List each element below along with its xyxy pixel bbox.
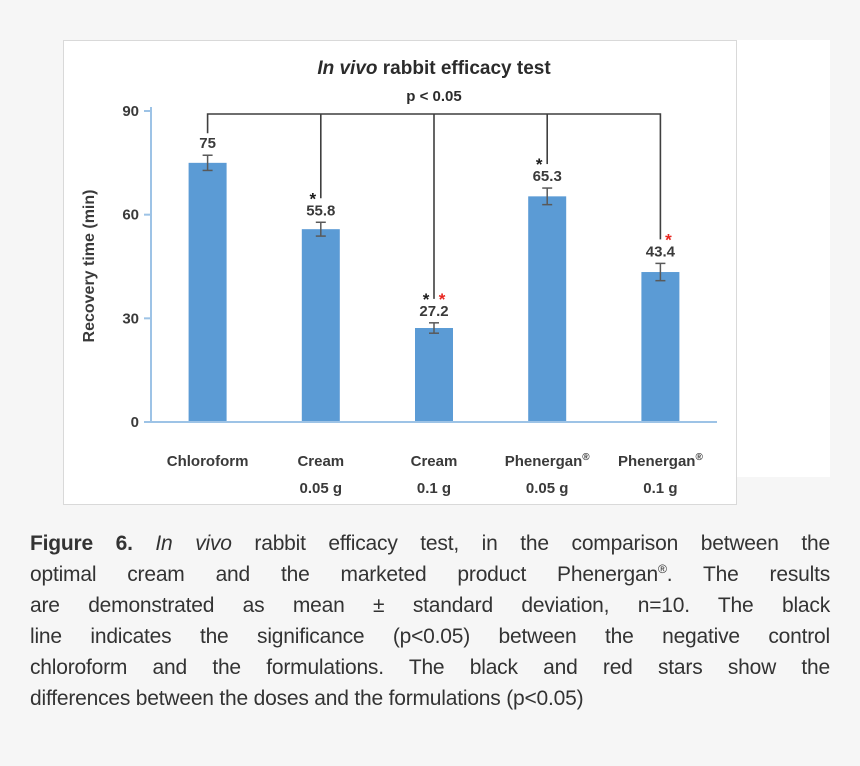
registered-mark: ® [658,562,667,576]
x-category-label: 0.05 g [526,480,569,497]
y-tick-label: 0 [131,414,139,431]
axes [144,107,717,423]
caption-line: are demonstrated as mean ± standard devi… [30,590,830,621]
bracket-p-value-label: p < 0.05 [406,88,461,105]
x-category-label: 0.1 g [417,480,451,497]
bar [188,162,227,422]
caption-text: rabbit efficacy test, in the comparison … [231,532,830,555]
caption-line: optimal cream and the marketed product P… [30,559,830,590]
x-category-label: Phenergan® [505,452,591,470]
efficacy-bar-chart-panel: In vivo rabbit efficacy test p < 0.05 Reco… [63,40,737,505]
x-category-label: Cream [297,453,344,470]
bar-value-label: 65.3 [533,168,562,185]
bar-value-label: 55.8 [306,202,335,219]
bar [641,272,680,422]
significance-star-black: * [536,155,543,174]
bar-value-label: 27.2 [419,303,448,320]
y-axis-title: Recovery time (min) [81,190,98,343]
bar-value-label: 43.4 [646,243,676,260]
bar [415,328,453,422]
caption-italic-phrase: In vivo [155,532,232,555]
x-category-label: Cream [411,453,458,470]
caption-text: chloroform and the formulations. The bla… [30,656,830,679]
caption-text: line indicates the significance (p<0.05)… [30,625,830,648]
y-tick-label: 30 [122,310,139,327]
bar-value-label: 75 [199,135,216,152]
significance-star-black: * [309,189,316,208]
x-category-label: 0.1 g [643,480,677,497]
caption-text: optimal cream and the marketed product P… [30,563,658,586]
significance-star-black: * [423,290,430,309]
y-tick-label: 90 [122,103,139,120]
caption-text: . The results [666,563,831,586]
significance-star-red: * [665,230,672,249]
significance-bracket [206,113,662,299]
caption-text: are demonstrated as mean ± standard devi… [30,594,830,617]
y-tick-label: 60 [122,207,139,224]
chart-title: In vivo rabbit efficacy test [317,58,551,79]
caption-text: differences between the doses and the fo… [30,687,584,710]
caption-line: Figure 6. In vivo rabbit efficacy test, … [30,528,830,559]
x-category-label: Chloroform [167,453,249,470]
bars-group [188,162,680,422]
figure-white-margin [736,40,830,477]
bar [301,229,340,422]
error-bars-group [202,154,666,334]
significance-star-red: * [439,290,446,309]
caption-figure-label: Figure 6. [30,532,156,555]
efficacy-bar-chart: In vivo rabbit efficacy test p < 0.05 Reco… [81,58,717,497]
figure-caption: Figure 6. In vivo rabbit efficacy test, … [30,528,830,714]
x-category-label: 0.05 g [300,480,343,497]
x-category-label: Phenergan® [618,452,704,470]
caption-line: differences between the doses and the fo… [30,683,830,714]
caption-line: chloroform and the formulations. The bla… [30,652,830,683]
bar [528,196,567,422]
caption-line: line indicates the significance (p<0.05)… [30,621,830,652]
